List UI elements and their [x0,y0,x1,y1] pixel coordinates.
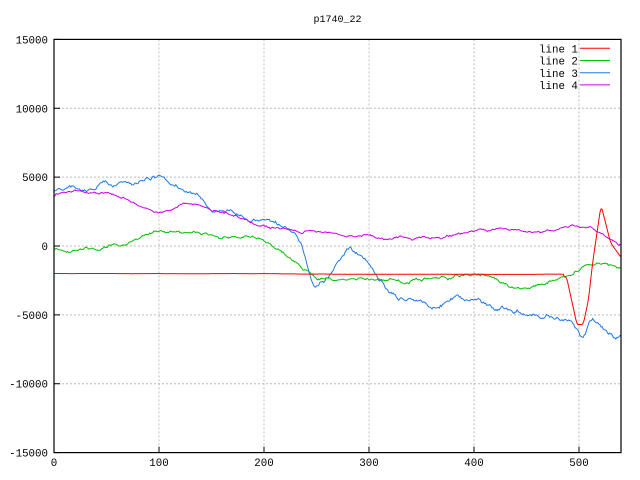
svg-text:300: 300 [359,458,378,470]
svg-text:15000: 15000 [16,35,48,47]
svg-text:400: 400 [464,458,483,470]
svg-text:-15000: -15000 [9,449,48,461]
svg-text:p1740_22: p1740_22 [313,15,361,26]
svg-text:line 3: line 3 [539,69,578,81]
svg-text:100: 100 [149,458,168,470]
svg-text:-5000: -5000 [16,311,48,323]
svg-text:10000: 10000 [16,104,48,116]
svg-text:-10000: -10000 [9,380,48,392]
svg-text:line 1: line 1 [539,45,578,57]
svg-text:0: 0 [51,458,57,470]
svg-text:line 2: line 2 [539,57,578,69]
svg-text:line 4: line 4 [539,81,578,93]
svg-text:500: 500 [569,458,588,470]
svg-text:0: 0 [42,242,48,254]
svg-text:5000: 5000 [22,173,48,185]
svg-text:200: 200 [254,458,273,470]
